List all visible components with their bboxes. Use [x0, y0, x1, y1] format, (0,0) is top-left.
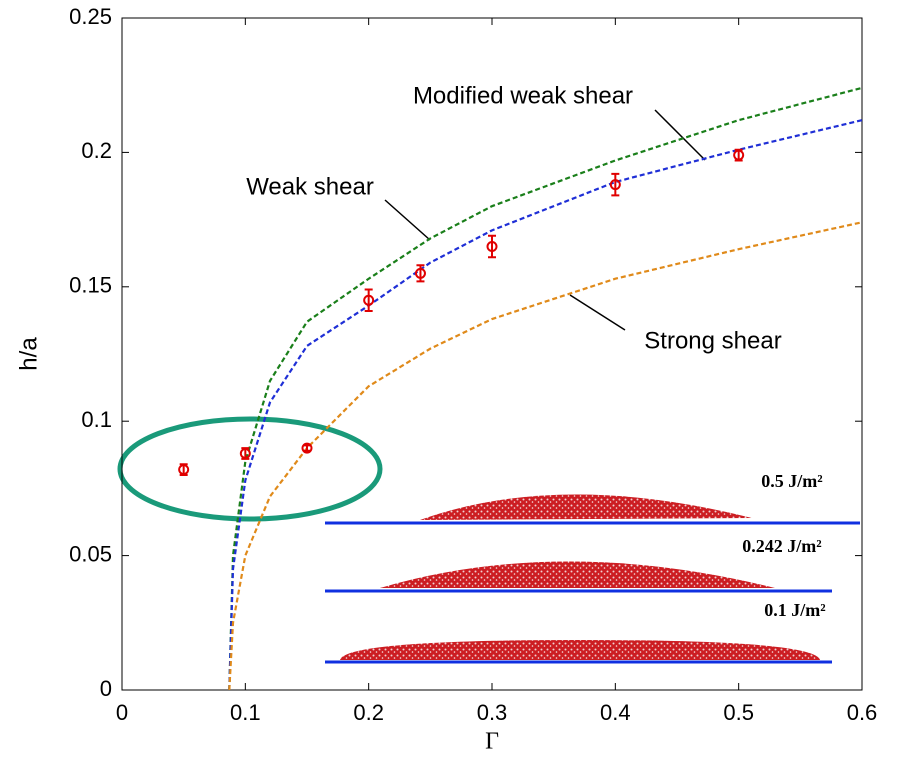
y-tick-label: 0.1 — [81, 407, 112, 432]
data-point — [363, 294, 375, 306]
inset-label: 0.5 J/m² — [761, 471, 822, 491]
annotation: Modified weak shear — [413, 82, 633, 109]
annotation: Weak shear — [246, 173, 374, 200]
y-tick-label: 0 — [100, 676, 112, 701]
data-point — [239, 447, 251, 459]
inset-label: 0.242 J/m² — [742, 536, 821, 556]
x-tick-label: 0.3 — [477, 700, 508, 725]
y-axis-label: h/a — [15, 337, 42, 371]
curve — [228, 86, 863, 691]
x-tick-label: 0 — [116, 700, 128, 725]
y-tick-label: 0.05 — [69, 541, 112, 566]
data-point — [733, 149, 745, 161]
highlight-ellipse — [117, 416, 383, 522]
annotation-arrow — [654, 109, 706, 161]
curve — [228, 221, 863, 691]
y-tick-label: 0.2 — [81, 138, 112, 163]
inset: 0.5 J/m² 0.242 J/m² 0.1 J/m² — [325, 471, 860, 664]
annotation: Strong shear — [644, 327, 781, 354]
error-bar — [364, 288, 373, 312]
droplet — [420, 494, 752, 520]
x-tick-label: 0.4 — [600, 700, 631, 725]
x-tick-label: 0.1 — [230, 700, 261, 725]
data-point — [301, 442, 313, 454]
y-tick-label: 0.25 — [69, 4, 112, 29]
x-tick-label: 0.5 — [723, 700, 754, 725]
droplet — [380, 561, 775, 588]
error-bar — [611, 172, 620, 197]
data-point — [414, 267, 426, 279]
annotation-arrow — [569, 294, 626, 331]
data-point — [609, 179, 621, 191]
x-tick-label: 0.6 — [847, 700, 878, 725]
annotation-arrow — [384, 199, 431, 241]
x-tick-label: 0.2 — [353, 700, 384, 725]
data-point — [178, 464, 190, 476]
y-tick-label: 0.15 — [69, 273, 112, 298]
data-point — [486, 240, 498, 252]
inset-label: 0.1 J/m² — [764, 600, 825, 620]
error-bar — [488, 234, 496, 259]
x-axis-label: Γ — [485, 729, 499, 755]
error-bar — [303, 444, 311, 452]
droplet — [340, 640, 820, 660]
